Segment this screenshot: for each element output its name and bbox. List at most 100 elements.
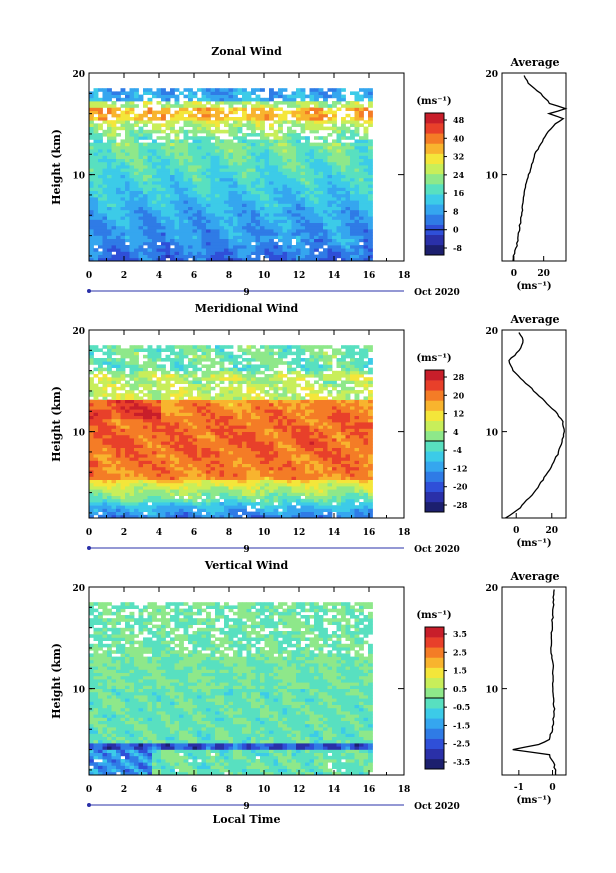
heat-cell [111,139,117,143]
heat-cell [269,97,274,102]
heat-cell [242,438,247,442]
heat-cell [219,219,225,223]
heat-cell [111,486,117,490]
heat-cell [215,489,220,493]
heat-cell [228,466,234,471]
heat-cell [156,177,162,182]
heat-cell [327,206,333,211]
heat-cell [219,489,225,493]
heat-cell [98,454,103,458]
heat-cell [332,168,337,172]
heat-cell [120,222,126,227]
heat-cell [102,508,108,512]
heat-cell [206,193,211,198]
heat-cell [206,206,211,211]
heat-cell [116,97,121,102]
heat-cell [93,94,99,99]
heat-cell [246,473,252,477]
heat-cell [341,142,346,147]
heat-cell [120,174,126,179]
heat-cell [210,374,216,378]
heat-cell [138,495,144,500]
heat-cell [147,248,153,252]
heat-cell [152,161,157,166]
heat-cell [93,511,99,516]
heat-cell [197,482,202,487]
heat-cell [134,174,139,179]
heat-cell [197,460,202,464]
heat-cell [188,514,193,519]
heat-cell [291,139,297,143]
heat-cell [359,190,364,195]
heat-cell [174,94,180,99]
heat-cell [287,238,292,243]
heat-cell [201,345,207,349]
heat-cell [147,219,153,223]
heat-cell [206,181,211,185]
heat-cell [165,409,171,413]
heat-cell [233,171,238,175]
heat-cell [260,184,265,188]
heat-cell [174,238,180,243]
heat-cell [215,476,220,480]
heat-cell [300,213,306,217]
heat-cell [251,498,256,503]
heat-cell [102,505,108,509]
heat-cell [93,161,99,166]
heat-cell [350,136,355,140]
heat-cell [192,241,198,246]
heat-cell [224,345,229,349]
heat-cell [183,139,189,143]
heat-cell [305,248,310,252]
heat-cell [350,168,355,172]
heat-cell [174,129,180,134]
heat-cell [120,232,126,236]
heat-cell [152,457,157,461]
heat-cell [242,238,247,243]
heat-cell [237,117,243,121]
heat-cell [278,181,283,185]
heat-cell [183,187,189,191]
heat-cell [98,229,103,233]
heat-cell [363,238,369,243]
heat-cell [255,248,261,252]
heat-cell [156,161,162,166]
heat-cell [89,466,94,471]
heat-cell [183,492,189,496]
heat-cell [156,434,162,439]
heat-cell [156,428,162,432]
heat-cell [237,155,243,159]
heat-cell [287,235,292,239]
heat-cell [219,120,225,124]
heat-cell [102,155,108,159]
heat-cell [363,149,369,153]
heat-cell [318,206,324,211]
heat-cell [102,161,108,166]
heat-cell [206,101,211,105]
heat-cell [147,444,153,448]
heat-cell [219,351,225,356]
heat-cell [210,444,216,448]
heat-cell [242,187,247,191]
heat-cell [287,165,292,169]
heat-cell [278,209,283,214]
heat-cell [309,225,315,230]
heat-cell [156,88,162,92]
heat-cell [197,386,202,391]
heat-cell [354,222,360,227]
heat-cell [161,245,166,249]
heat-cell [98,209,103,214]
heat-cell [89,431,94,436]
heat-cell [228,197,234,201]
heat-cell [336,241,342,246]
heat-cell [269,235,274,239]
heat-cell [291,200,297,204]
heat-cell [89,145,94,150]
heat-cell [183,149,189,153]
heat-cell [143,473,148,477]
heat-cell [183,213,189,217]
heat-cell [260,238,265,243]
heat-cell [269,254,274,259]
heat-cell [305,113,310,118]
